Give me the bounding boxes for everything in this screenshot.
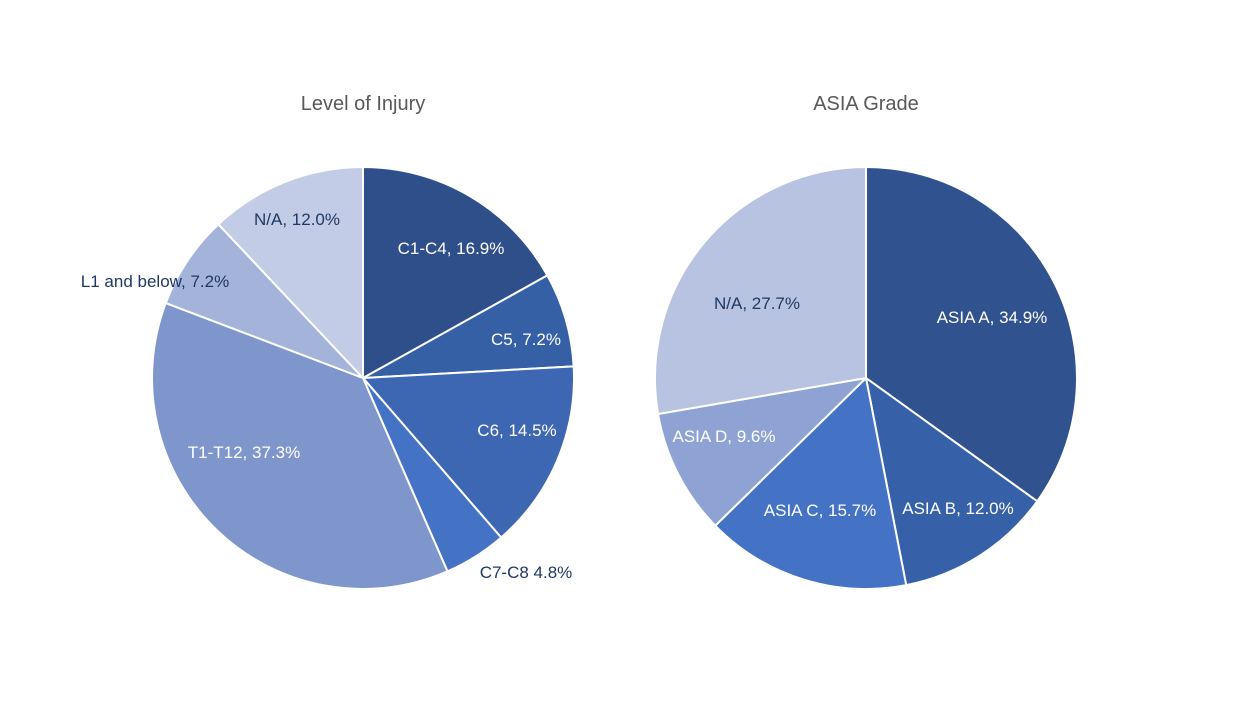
pie-slices-level-of-injury xyxy=(151,166,575,590)
slice-label-asia-b: ASIA B, 12.0% xyxy=(902,499,1014,518)
pie-labels-asia-grade: ASIA A, 34.9% ASIA B, 12.0% ASIA C, 15.7… xyxy=(673,294,1048,520)
chart-title-asia-grade: ASIA Grade xyxy=(813,93,919,115)
pie-slice-asia-grade-asia-b xyxy=(865,377,1039,587)
slice-label-asia-a: ASIA A, 34.9% xyxy=(937,308,1048,327)
slice-label-asia-d: ASIA D, 9.6% xyxy=(673,427,776,446)
slice-label-c1-c4: C1-C4, 16.9% xyxy=(398,239,505,258)
pie-labels-level-of-injury: C1-C4, 16.9% C5, 7.2% C6, 14.5% C7-C8 4.… xyxy=(81,210,573,582)
slice-label-c5: C5, 7.2% xyxy=(491,330,561,349)
slice-label-t1-t12: T1-T12, 37.3% xyxy=(188,443,300,462)
pie-slice-asia-grade-asia-d xyxy=(657,377,867,527)
pie-slice-level-of-injury-t1-t12 xyxy=(151,302,449,590)
pie-slice-level-of-injury-n-a xyxy=(217,166,364,379)
pie-slice-asia-grade-asia-a xyxy=(865,166,1078,503)
pie-slice-asia-grade-n-a xyxy=(653,166,867,415)
slice-label-na-level: N/A, 12.0% xyxy=(254,210,340,229)
slice-label-c7-c8: C7-C8 4.8% xyxy=(480,563,573,582)
pie-slice-asia-grade-asia-c xyxy=(714,377,908,590)
pie-chart-asia-grade: ASIA Grade ASIA A, 34.9% ASIA B, 12.0% A… xyxy=(653,93,1078,590)
pie-slice-level-of-injury-c6 xyxy=(362,365,575,539)
slice-label-l1-and-below: L1 and below, 7.2% xyxy=(81,272,229,291)
chart-title-level-of-injury: Level of Injury xyxy=(301,93,426,115)
pie-slice-level-of-injury-c1-c4 xyxy=(362,166,549,379)
pie-slices-asia-grade xyxy=(653,166,1078,590)
slice-label-na-asia: N/A, 27.7% xyxy=(714,294,800,313)
pie-chart-level-of-injury: Level of Injury C1-C4, 16.9% C5, 7.2% C6… xyxy=(81,93,575,590)
slice-label-asia-c: ASIA C, 15.7% xyxy=(764,501,876,520)
slice-label-c6: C6, 14.5% xyxy=(477,421,556,440)
